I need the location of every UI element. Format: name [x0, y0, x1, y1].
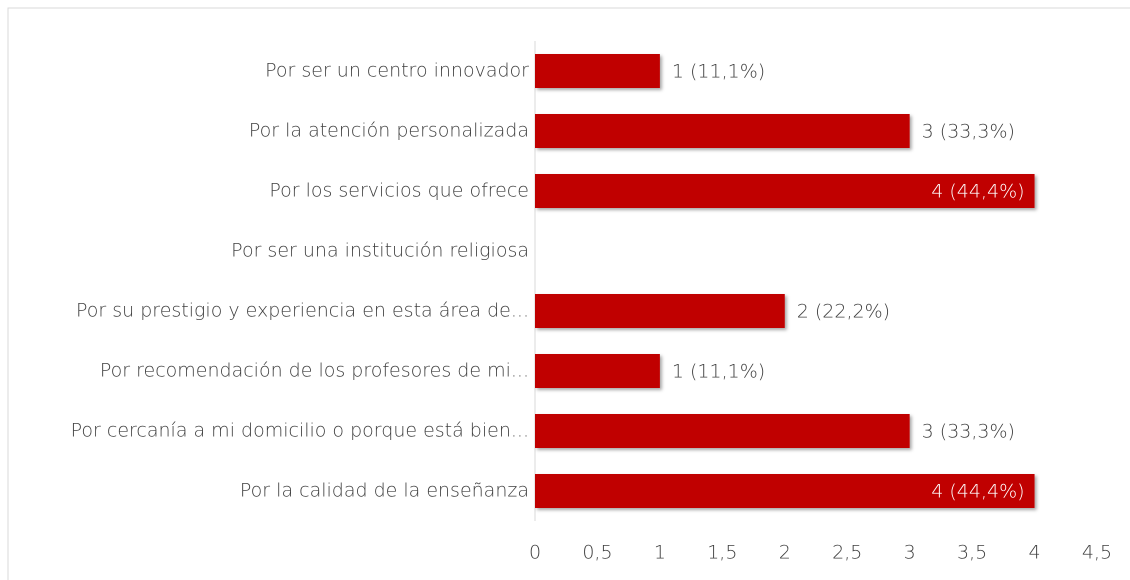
bar [535, 354, 660, 388]
y-tick-label: Por su prestigio y experiencia en esta á… [76, 300, 529, 322]
x-tick-label: 2,5 [832, 542, 862, 564]
y-tick-label: Por la calidad de la enseñanza [240, 480, 529, 502]
x-tick-label: 4,5 [1082, 542, 1112, 564]
x-tick-label: 3,5 [957, 542, 987, 564]
x-tick-label: 1 [654, 542, 666, 564]
y-tick-label: Por recomendación de los profesores de m… [100, 360, 529, 382]
data-label: 3 (33,3%) [922, 121, 1015, 143]
y-tick-label: Por ser una institución religiosa [231, 240, 529, 262]
data-label: 4 (44,4%) [931, 181, 1024, 203]
x-tick-label: 0,5 [582, 542, 612, 564]
data-label: 3 (33,3%) [922, 421, 1015, 443]
bar [535, 414, 910, 448]
bar [535, 294, 785, 328]
y-tick-label: Por la atención personalizada [249, 120, 529, 142]
bar [535, 54, 660, 88]
x-tick-label: 0 [529, 542, 541, 564]
chart-frame [7, 7, 1130, 580]
y-tick-label: Por cercanía a mi domicilio o porque est… [71, 420, 529, 442]
data-label: 1 (11,1%) [672, 61, 765, 83]
data-label: 2 (22,2%) [797, 301, 890, 323]
x-tick-label: 3 [904, 542, 916, 564]
data-label: 1 (11,1%) [672, 361, 765, 383]
y-tick-label: Por los servicios que ofrece [269, 180, 529, 202]
bar [535, 474, 1035, 508]
bar [535, 114, 910, 148]
data-label: 4 (44,4%) [931, 481, 1024, 503]
bar [535, 174, 1035, 208]
x-tick-label: 4 [1029, 542, 1041, 564]
x-tick-label: 2 [779, 542, 791, 564]
y-tick-label: Por ser un centro innovador [265, 60, 529, 82]
x-tick-label: 1,5 [707, 542, 737, 564]
